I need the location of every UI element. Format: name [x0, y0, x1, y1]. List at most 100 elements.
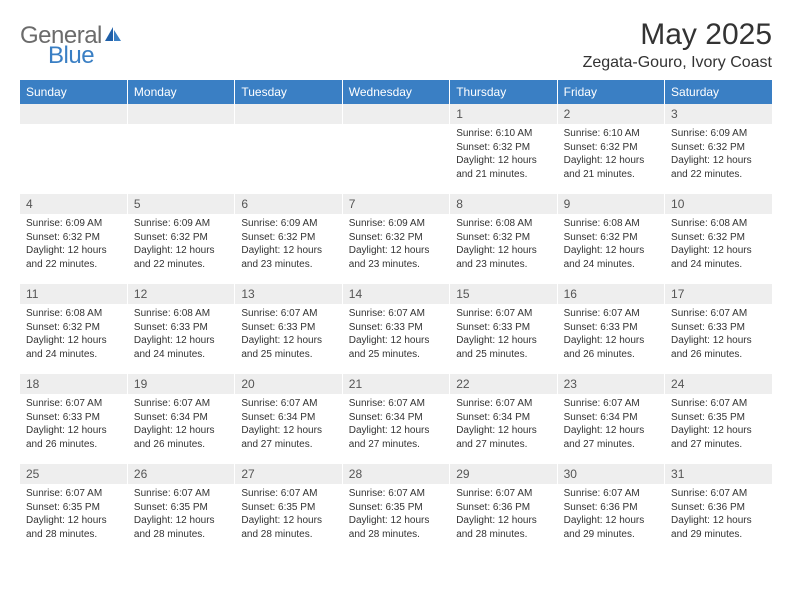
- day-number: 2: [558, 104, 664, 124]
- day-details: Sunrise: 6:07 AMSunset: 6:35 PMDaylight:…: [665, 394, 772, 455]
- calendar-day-cell: [342, 104, 449, 194]
- calendar-table: SundayMondayTuesdayWednesdayThursdayFrid…: [20, 80, 772, 554]
- day-details: Sunrise: 6:08 AMSunset: 6:32 PMDaylight:…: [450, 214, 556, 275]
- calendar-day-cell: 30Sunrise: 6:07 AMSunset: 6:36 PMDayligh…: [557, 464, 664, 554]
- day-details: Sunrise: 6:07 AMSunset: 6:33 PMDaylight:…: [235, 304, 341, 365]
- calendar-day-cell: 4Sunrise: 6:09 AMSunset: 6:32 PMDaylight…: [20, 194, 127, 284]
- calendar-day-cell: 1Sunrise: 6:10 AMSunset: 6:32 PMDaylight…: [450, 104, 557, 194]
- day-details: Sunrise: 6:07 AMSunset: 6:35 PMDaylight:…: [20, 484, 127, 545]
- day-details: Sunrise: 6:07 AMSunset: 6:33 PMDaylight:…: [450, 304, 556, 365]
- day-details: Sunrise: 6:07 AMSunset: 6:36 PMDaylight:…: [665, 484, 772, 545]
- day-details: Sunrise: 6:08 AMSunset: 6:33 PMDaylight:…: [128, 304, 234, 365]
- day-details: Sunrise: 6:07 AMSunset: 6:33 PMDaylight:…: [558, 304, 664, 365]
- calendar-week-row: 25Sunrise: 6:07 AMSunset: 6:35 PMDayligh…: [20, 464, 772, 554]
- calendar-day-cell: 19Sunrise: 6:07 AMSunset: 6:34 PMDayligh…: [127, 374, 234, 464]
- calendar-day-cell: 3Sunrise: 6:09 AMSunset: 6:32 PMDaylight…: [665, 104, 772, 194]
- calendar-day-cell: 25Sunrise: 6:07 AMSunset: 6:35 PMDayligh…: [20, 464, 127, 554]
- day-header: Thursday: [450, 80, 557, 104]
- day-details: Sunrise: 6:10 AMSunset: 6:32 PMDaylight:…: [450, 124, 556, 185]
- calendar-page: GeneralBlue May 2025 Zegata-Gouro, Ivory…: [0, 0, 792, 564]
- day-number: 21: [343, 374, 449, 394]
- day-number: 15: [450, 284, 556, 304]
- day-header: Sunday: [20, 80, 127, 104]
- day-number: 10: [665, 194, 772, 214]
- day-number: 13: [235, 284, 341, 304]
- brand-logo: GeneralBlue: [20, 24, 124, 68]
- calendar-day-cell: 28Sunrise: 6:07 AMSunset: 6:35 PMDayligh…: [342, 464, 449, 554]
- calendar-day-cell: 31Sunrise: 6:07 AMSunset: 6:36 PMDayligh…: [665, 464, 772, 554]
- calendar-day-cell: 23Sunrise: 6:07 AMSunset: 6:34 PMDayligh…: [557, 374, 664, 464]
- day-details: Sunrise: 6:07 AMSunset: 6:36 PMDaylight:…: [558, 484, 664, 545]
- day-details: Sunrise: 6:08 AMSunset: 6:32 PMDaylight:…: [665, 214, 772, 275]
- day-number: 19: [128, 374, 234, 394]
- day-details: Sunrise: 6:09 AMSunset: 6:32 PMDaylight:…: [20, 214, 127, 275]
- day-details: Sunrise: 6:07 AMSunset: 6:33 PMDaylight:…: [665, 304, 772, 365]
- day-details: Sunrise: 6:07 AMSunset: 6:34 PMDaylight:…: [450, 394, 556, 455]
- day-details: Sunrise: 6:07 AMSunset: 6:35 PMDaylight:…: [343, 484, 449, 545]
- day-header: Friday: [557, 80, 664, 104]
- day-number: 30: [558, 464, 664, 484]
- empty-daynum-bar: [235, 104, 341, 124]
- day-details: Sunrise: 6:08 AMSunset: 6:32 PMDaylight:…: [558, 214, 664, 275]
- day-number: 26: [128, 464, 234, 484]
- day-header: Saturday: [665, 80, 772, 104]
- brand-sail-icon: [104, 26, 124, 46]
- title-block: May 2025 Zegata-Gouro, Ivory Coast: [583, 18, 772, 72]
- day-number: 14: [343, 284, 449, 304]
- day-number: 9: [558, 194, 664, 214]
- day-number: 5: [128, 194, 234, 214]
- day-details: Sunrise: 6:09 AMSunset: 6:32 PMDaylight:…: [235, 214, 341, 275]
- calendar-day-cell: 29Sunrise: 6:07 AMSunset: 6:36 PMDayligh…: [450, 464, 557, 554]
- calendar-day-cell: 22Sunrise: 6:07 AMSunset: 6:34 PMDayligh…: [450, 374, 557, 464]
- calendar-day-cell: 17Sunrise: 6:07 AMSunset: 6:33 PMDayligh…: [665, 284, 772, 374]
- calendar-day-cell: 26Sunrise: 6:07 AMSunset: 6:35 PMDayligh…: [127, 464, 234, 554]
- calendar-day-cell: 5Sunrise: 6:09 AMSunset: 6:32 PMDaylight…: [127, 194, 234, 284]
- day-number: 23: [558, 374, 664, 394]
- day-number: 4: [20, 194, 127, 214]
- day-number: 20: [235, 374, 341, 394]
- day-number: 1: [450, 104, 556, 124]
- day-details: Sunrise: 6:07 AMSunset: 6:33 PMDaylight:…: [343, 304, 449, 365]
- calendar-body: 1Sunrise: 6:10 AMSunset: 6:32 PMDaylight…: [20, 104, 772, 554]
- day-number: 28: [343, 464, 449, 484]
- calendar-day-cell: 16Sunrise: 6:07 AMSunset: 6:33 PMDayligh…: [557, 284, 664, 374]
- calendar-day-cell: 11Sunrise: 6:08 AMSunset: 6:32 PMDayligh…: [20, 284, 127, 374]
- day-number: 6: [235, 194, 341, 214]
- day-number: 24: [665, 374, 772, 394]
- day-details: Sunrise: 6:07 AMSunset: 6:34 PMDaylight:…: [128, 394, 234, 455]
- day-details: Sunrise: 6:10 AMSunset: 6:32 PMDaylight:…: [558, 124, 664, 185]
- month-title: May 2025: [583, 18, 772, 52]
- calendar-week-row: 11Sunrise: 6:08 AMSunset: 6:32 PMDayligh…: [20, 284, 772, 374]
- day-details: Sunrise: 6:09 AMSunset: 6:32 PMDaylight:…: [128, 214, 234, 275]
- calendar-week-row: 1Sunrise: 6:10 AMSunset: 6:32 PMDaylight…: [20, 104, 772, 194]
- empty-daynum-bar: [128, 104, 234, 124]
- calendar-day-cell: 15Sunrise: 6:07 AMSunset: 6:33 PMDayligh…: [450, 284, 557, 374]
- day-number: 11: [20, 284, 127, 304]
- day-number: 29: [450, 464, 556, 484]
- day-number: 22: [450, 374, 556, 394]
- calendar-head: SundayMondayTuesdayWednesdayThursdayFrid…: [20, 80, 772, 104]
- calendar-day-cell: 14Sunrise: 6:07 AMSunset: 6:33 PMDayligh…: [342, 284, 449, 374]
- day-details: Sunrise: 6:07 AMSunset: 6:34 PMDaylight:…: [558, 394, 664, 455]
- calendar-day-cell: [235, 104, 342, 194]
- brand-text-blue: Blue: [48, 44, 124, 68]
- calendar-day-cell: [127, 104, 234, 194]
- day-details: Sunrise: 6:09 AMSunset: 6:32 PMDaylight:…: [343, 214, 449, 275]
- day-number: 16: [558, 284, 664, 304]
- calendar-day-cell: [20, 104, 127, 194]
- day-details: Sunrise: 6:07 AMSunset: 6:36 PMDaylight:…: [450, 484, 556, 545]
- day-number: 18: [20, 374, 127, 394]
- calendar-week-row: 4Sunrise: 6:09 AMSunset: 6:32 PMDaylight…: [20, 194, 772, 284]
- day-number: 31: [665, 464, 772, 484]
- day-details: Sunrise: 6:08 AMSunset: 6:32 PMDaylight:…: [20, 304, 127, 365]
- day-number: 27: [235, 464, 341, 484]
- calendar-day-cell: 6Sunrise: 6:09 AMSunset: 6:32 PMDaylight…: [235, 194, 342, 284]
- day-number: 8: [450, 194, 556, 214]
- day-details: Sunrise: 6:07 AMSunset: 6:34 PMDaylight:…: [235, 394, 341, 455]
- day-header-row: SundayMondayTuesdayWednesdayThursdayFrid…: [20, 80, 772, 104]
- calendar-day-cell: 21Sunrise: 6:07 AMSunset: 6:34 PMDayligh…: [342, 374, 449, 464]
- location-subtitle: Zegata-Gouro, Ivory Coast: [583, 54, 772, 72]
- day-details: Sunrise: 6:07 AMSunset: 6:35 PMDaylight:…: [235, 484, 341, 545]
- day-header: Monday: [127, 80, 234, 104]
- calendar-day-cell: 8Sunrise: 6:08 AMSunset: 6:32 PMDaylight…: [450, 194, 557, 284]
